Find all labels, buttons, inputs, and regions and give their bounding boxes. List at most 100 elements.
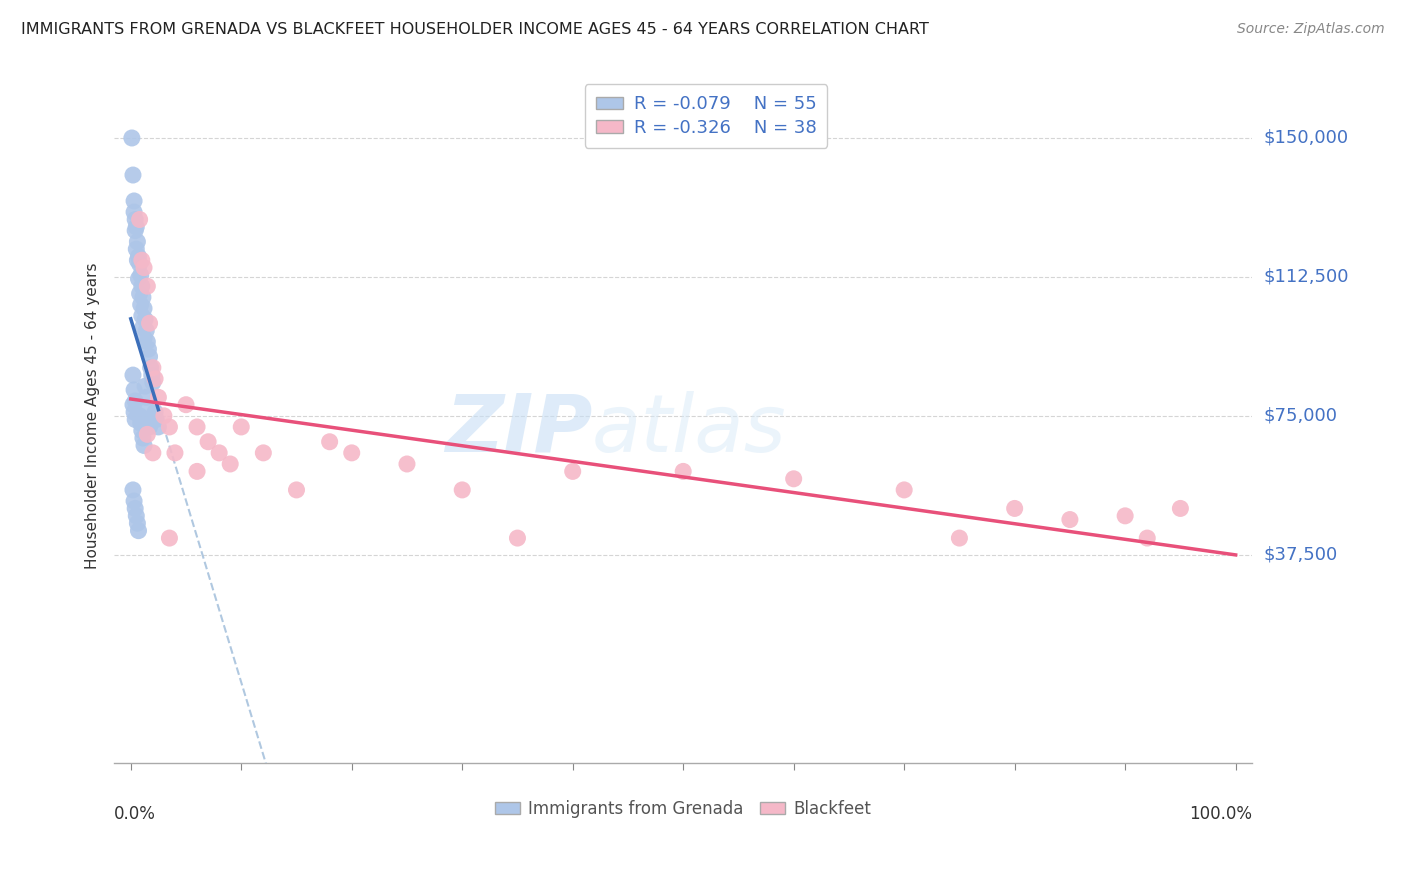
Point <box>219 457 242 471</box>
Point <box>782 472 804 486</box>
Point <box>128 257 150 271</box>
Point <box>174 398 197 412</box>
Text: $75,000: $75,000 <box>1264 407 1337 425</box>
Text: IMMIGRANTS FROM GRENADA VS BLACKFEET HOUSEHOLDER INCOME AGES 45 - 64 YEARS CORRE: IMMIGRANTS FROM GRENADA VS BLACKFEET HOU… <box>21 22 929 37</box>
Point <box>159 531 181 545</box>
Point <box>134 379 156 393</box>
Point <box>395 457 418 471</box>
Point <box>136 279 159 293</box>
Point <box>136 401 159 416</box>
Point <box>125 219 148 234</box>
Point <box>129 268 152 282</box>
Point <box>127 235 149 249</box>
Point <box>153 409 176 423</box>
Point <box>135 390 157 404</box>
Point <box>122 368 145 382</box>
Point <box>148 420 170 434</box>
Point <box>127 253 149 268</box>
Point <box>122 483 145 497</box>
Point <box>138 342 160 356</box>
Point <box>131 279 153 293</box>
Point <box>128 524 150 538</box>
Point <box>121 131 143 145</box>
Point <box>451 483 474 497</box>
Point <box>208 446 231 460</box>
Point <box>138 420 160 434</box>
Point <box>124 224 146 238</box>
Point <box>340 446 363 460</box>
Point <box>122 168 145 182</box>
Point <box>948 531 970 545</box>
Point <box>136 427 159 442</box>
Point <box>143 405 166 419</box>
Point <box>128 286 150 301</box>
Point <box>139 360 162 375</box>
Point <box>197 434 219 449</box>
Point <box>138 350 160 364</box>
Point <box>124 394 146 409</box>
Point <box>142 446 165 460</box>
Point <box>122 398 145 412</box>
Point <box>132 331 155 345</box>
Point <box>231 420 253 434</box>
Point <box>285 483 308 497</box>
Point <box>122 494 145 508</box>
Text: 0.0%: 0.0% <box>114 805 156 822</box>
Point <box>252 446 274 460</box>
Point <box>142 376 165 390</box>
Point <box>143 372 166 386</box>
Text: $37,500: $37,500 <box>1264 546 1337 564</box>
Point <box>131 253 153 268</box>
Point <box>186 420 208 434</box>
Point <box>163 446 186 460</box>
Point <box>132 438 155 452</box>
Point <box>122 194 145 208</box>
Point <box>672 464 695 478</box>
Point <box>318 434 340 449</box>
Point <box>1170 501 1192 516</box>
Point <box>128 250 150 264</box>
Point <box>135 324 157 338</box>
Point <box>148 390 170 404</box>
Point <box>1114 508 1136 523</box>
Text: ZIP: ZIP <box>444 391 592 468</box>
Text: $150,000: $150,000 <box>1264 129 1348 147</box>
Point <box>1059 512 1081 526</box>
Point <box>506 531 529 545</box>
Point <box>125 508 148 523</box>
Point <box>142 360 165 375</box>
Point <box>186 464 208 478</box>
Point <box>132 319 155 334</box>
Point <box>128 212 150 227</box>
Point <box>561 464 583 478</box>
Text: 100.0%: 100.0% <box>1189 805 1253 822</box>
Point <box>132 290 155 304</box>
Point <box>134 312 156 326</box>
Point <box>129 416 152 430</box>
Y-axis label: Householder Income Ages 45 - 64 years: Householder Income Ages 45 - 64 years <box>86 262 100 569</box>
Point <box>132 260 155 275</box>
Point <box>1004 501 1026 516</box>
Point <box>893 483 915 497</box>
Legend: Immigrants from Grenada, Blackfeet: Immigrants from Grenada, Blackfeet <box>488 793 879 824</box>
Point <box>138 316 160 330</box>
Point <box>138 412 160 426</box>
Point <box>122 383 145 397</box>
Point <box>131 309 153 323</box>
Point <box>127 516 149 531</box>
Point <box>125 242 148 256</box>
Point <box>131 424 153 438</box>
Point <box>145 412 167 426</box>
Point <box>159 420 181 434</box>
Point <box>124 412 146 426</box>
Point <box>129 298 152 312</box>
Point <box>132 431 155 445</box>
Point <box>124 212 146 227</box>
Point <box>141 368 163 382</box>
Text: atlas: atlas <box>592 391 787 468</box>
Point <box>122 205 145 219</box>
Text: Source: ZipAtlas.com: Source: ZipAtlas.com <box>1237 22 1385 37</box>
Point <box>136 334 159 349</box>
Point <box>132 301 155 316</box>
Point <box>128 409 150 423</box>
